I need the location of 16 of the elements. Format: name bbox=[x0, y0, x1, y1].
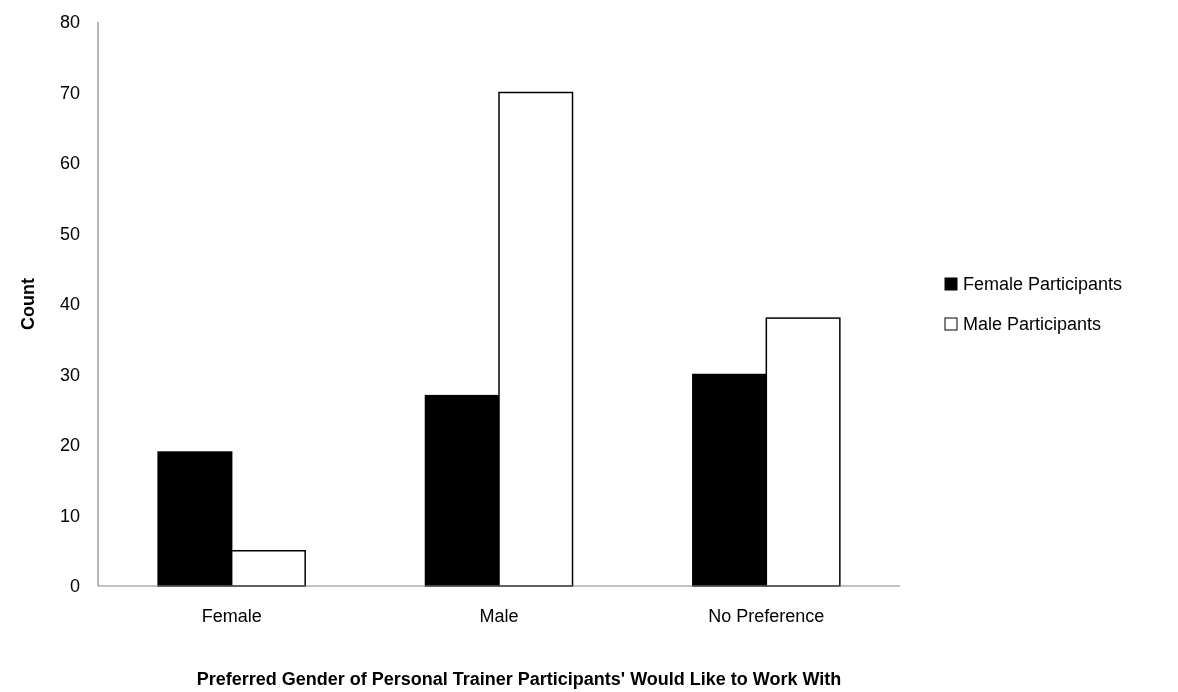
legend-label: Male Participants bbox=[963, 314, 1102, 335]
y-tick-label: 20 bbox=[59, 435, 80, 456]
y-tick-label: 0 bbox=[69, 576, 80, 597]
y-tick-label: 80 bbox=[59, 12, 80, 33]
y-tick-label: 10 bbox=[59, 505, 80, 526]
y-tick-label: 30 bbox=[59, 364, 80, 385]
y-axis-title: Count bbox=[18, 278, 38, 330]
y-tick-label: 60 bbox=[59, 153, 80, 174]
x-tick-label: No Preference bbox=[708, 606, 825, 626]
legend-label: Female Participants bbox=[963, 274, 1123, 295]
y-tick-label: 40 bbox=[59, 294, 80, 315]
x-axis-title: Preferred Gender of Personal Trainer Participants' Would Like to Work With bbox=[196, 669, 842, 689]
y-tick-label: 50 bbox=[59, 223, 80, 244]
x-tick-label: Female bbox=[201, 606, 262, 626]
y-tick-label: 70 bbox=[59, 82, 80, 103]
x-tick-label: Male bbox=[479, 606, 519, 626]
